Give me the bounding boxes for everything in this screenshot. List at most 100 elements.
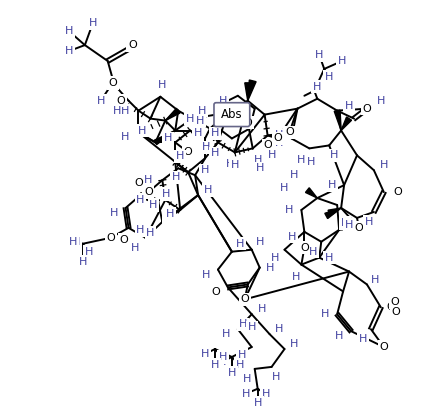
Text: H: H <box>138 126 147 136</box>
Text: H: H <box>253 398 262 407</box>
Text: H: H <box>228 368 236 378</box>
Text: H: H <box>345 220 353 230</box>
Text: H: H <box>186 114 194 124</box>
Text: H: H <box>285 205 294 215</box>
Text: H: H <box>72 237 80 247</box>
Text: H: H <box>253 155 262 165</box>
Text: H: H <box>166 209 174 219</box>
Text: H: H <box>211 129 219 138</box>
Text: H: H <box>121 105 129 116</box>
Text: H: H <box>131 243 140 253</box>
Text: H: H <box>204 185 212 195</box>
Text: H: H <box>231 160 239 170</box>
Text: H: H <box>247 322 256 332</box>
Text: O: O <box>240 294 249 304</box>
Text: O: O <box>390 297 399 307</box>
Text: H: H <box>219 96 227 106</box>
Text: H: H <box>261 389 270 399</box>
Text: H: H <box>345 101 353 111</box>
Text: H: H <box>65 46 73 56</box>
Text: H: H <box>275 324 284 334</box>
Polygon shape <box>248 80 256 101</box>
Text: H: H <box>328 180 336 190</box>
Text: H: H <box>219 352 227 362</box>
Polygon shape <box>165 108 180 121</box>
Text: O: O <box>144 187 153 197</box>
Text: H: H <box>110 208 118 218</box>
Text: H: H <box>96 96 105 106</box>
Text: O: O <box>386 302 395 312</box>
Polygon shape <box>341 117 352 131</box>
Text: H: H <box>202 269 210 279</box>
Text: O: O <box>119 235 128 245</box>
Text: H: H <box>325 253 333 262</box>
Text: H: H <box>121 133 129 143</box>
Text: H: H <box>309 247 318 257</box>
Text: O: O <box>134 178 143 188</box>
Text: H: H <box>239 319 247 329</box>
Text: H: H <box>88 18 97 28</box>
Text: O: O <box>379 342 388 352</box>
Text: H: H <box>265 262 274 273</box>
Text: H: H <box>380 160 388 170</box>
Text: H: H <box>162 189 170 199</box>
Text: O: O <box>263 140 272 150</box>
Text: H: H <box>330 150 338 160</box>
Text: H: H <box>292 272 301 281</box>
Text: O: O <box>116 96 125 106</box>
Text: H: H <box>65 26 73 36</box>
Text: O: O <box>354 223 363 233</box>
Text: H: H <box>238 350 246 360</box>
Text: O: O <box>285 127 294 138</box>
Text: H: H <box>255 237 264 247</box>
Text: H: H <box>315 50 324 60</box>
Text: H: H <box>222 329 230 339</box>
Text: H: H <box>172 172 181 182</box>
Text: H: H <box>158 80 167 90</box>
Text: H: H <box>267 150 276 160</box>
Text: H: H <box>236 360 244 370</box>
Text: O: O <box>393 187 402 197</box>
FancyBboxPatch shape <box>214 103 250 126</box>
Text: H: H <box>201 349 209 359</box>
Polygon shape <box>325 208 341 218</box>
Text: H: H <box>280 183 288 193</box>
Text: H: H <box>164 213 173 223</box>
Polygon shape <box>154 131 175 145</box>
Text: H: H <box>136 225 145 235</box>
Text: H: H <box>371 274 379 285</box>
Text: H: H <box>321 309 330 319</box>
Text: H: H <box>290 339 299 349</box>
Text: H: H <box>307 157 316 167</box>
Text: H: H <box>313 82 321 92</box>
Text: H: H <box>218 357 226 367</box>
Text: H: H <box>365 217 373 227</box>
Text: H: H <box>226 159 234 169</box>
Text: H: H <box>211 148 219 158</box>
Polygon shape <box>245 83 251 101</box>
Text: H: H <box>164 133 173 143</box>
Text: H: H <box>255 163 264 173</box>
Text: O: O <box>273 133 282 143</box>
Text: H: H <box>272 372 281 382</box>
Text: H: H <box>201 165 209 175</box>
Text: H: H <box>290 170 299 180</box>
Text: H: H <box>198 105 206 116</box>
Text: H: H <box>359 334 367 344</box>
Text: H: H <box>176 151 184 162</box>
Text: Abs: Abs <box>221 108 243 121</box>
Text: O: O <box>106 233 115 243</box>
Polygon shape <box>334 110 341 131</box>
Text: O: O <box>128 40 137 50</box>
Text: H: H <box>258 304 266 314</box>
Text: H: H <box>149 200 158 210</box>
Text: H: H <box>376 96 385 106</box>
Polygon shape <box>305 188 317 198</box>
Text: O: O <box>363 104 371 114</box>
Text: O: O <box>300 243 309 253</box>
Text: H: H <box>211 360 219 370</box>
Text: H: H <box>69 237 77 247</box>
Text: H: H <box>242 374 251 384</box>
Text: H: H <box>338 56 346 66</box>
Text: H: H <box>194 129 202 138</box>
